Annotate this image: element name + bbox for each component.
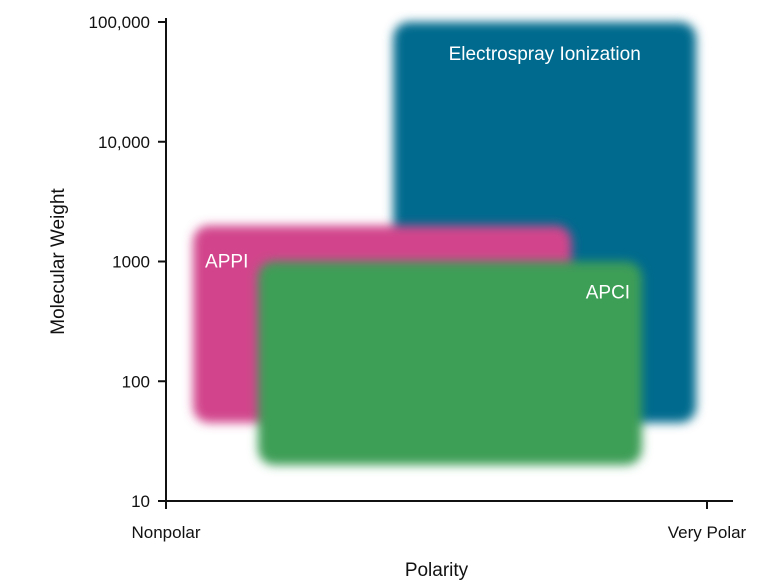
x-tick-label: Very Polar bbox=[668, 523, 747, 542]
x-ticks: Nonpolar Very Polar bbox=[132, 501, 747, 542]
y-tick-label: 100 bbox=[122, 372, 150, 391]
y-tick-label: 10,000 bbox=[98, 133, 150, 152]
y-tick-label: 100,000 bbox=[89, 13, 150, 32]
regions bbox=[193, 22, 697, 465]
region-label-appi: APPI bbox=[205, 251, 248, 272]
axes bbox=[165, 18, 733, 502]
region-labels: Electrospray Ionization APPI APCI bbox=[205, 44, 641, 304]
x-axis-title: Polarity bbox=[405, 560, 469, 581]
region-apci bbox=[257, 261, 643, 465]
y-tick-label: 10 bbox=[131, 492, 150, 511]
region-label-apci: APCI bbox=[586, 283, 630, 304]
y-axis-title: Molecular Weight bbox=[48, 188, 69, 335]
x-tick-label: Nonpolar bbox=[132, 523, 201, 542]
region-label-electrospray-ionization: Electrospray Ionization bbox=[449, 44, 641, 65]
y-ticks: 10 100 1000 10,000 100,000 bbox=[89, 13, 166, 511]
y-tick-label: 1000 bbox=[112, 253, 150, 272]
